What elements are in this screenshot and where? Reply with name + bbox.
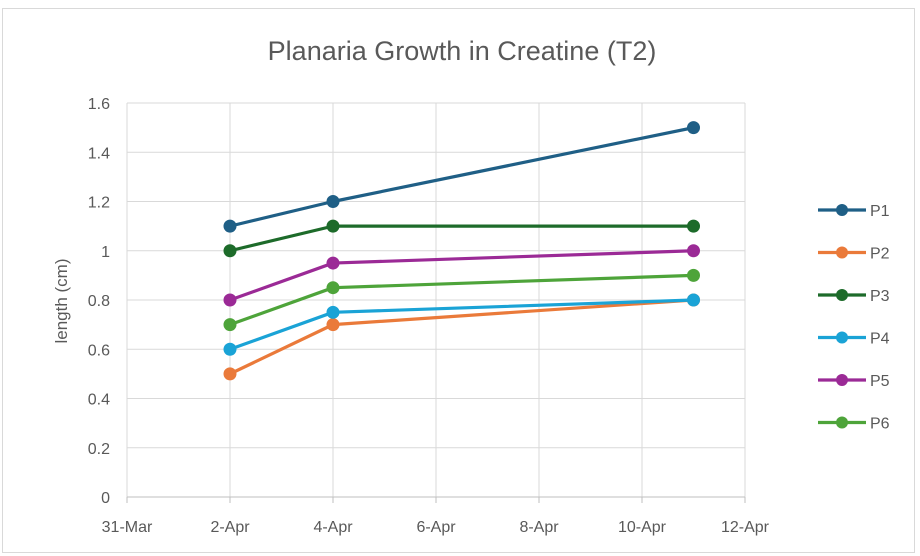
series-line	[228, 224, 696, 253]
x-tick-label: 31-Mar	[102, 519, 153, 536]
legend-item-p3[interactable]: P3	[818, 288, 890, 305]
series-p1	[223, 121, 700, 233]
legend-label: P3	[870, 288, 890, 305]
x-tick-label: 6-Apr	[416, 519, 456, 536]
y-tick-label: 0.8	[88, 293, 110, 310]
chart-frame	[2, 8, 915, 553]
legend-item-p1[interactable]: P1	[818, 203, 890, 220]
legend-item-p5[interactable]: P5	[818, 373, 890, 390]
x-tick-label: 10-Apr	[618, 519, 667, 536]
series-line	[228, 298, 696, 376]
y-tick-label: 0	[101, 490, 110, 507]
legend-item-p6[interactable]: P6	[818, 416, 890, 433]
data-point[interactable]	[687, 219, 700, 233]
x-tick-label: 8-Apr	[519, 519, 559, 536]
y-tick-label: 1.4	[88, 145, 110, 162]
legend-marker	[836, 416, 848, 429]
series-p3	[223, 219, 700, 258]
data-point[interactable]	[687, 268, 700, 282]
y-tick-label: 1.6	[88, 96, 110, 113]
legend-label: P2	[870, 246, 890, 263]
data-point[interactable]	[687, 293, 700, 307]
legend-marker	[836, 374, 848, 386]
y-axis-title: length (cm)	[52, 258, 71, 343]
series-line	[228, 126, 696, 228]
y-tick-label: 0.2	[88, 441, 110, 458]
legend-label: P6	[870, 416, 890, 433]
data-point[interactable]	[326, 195, 340, 208]
y-tick-label: 1.2	[88, 195, 110, 212]
axes	[126, 496, 746, 503]
data-point[interactable]	[326, 318, 340, 332]
data-point[interactable]	[326, 305, 340, 319]
data-point[interactable]	[223, 367, 237, 381]
legend-marker	[836, 204, 848, 216]
series-p5	[223, 244, 700, 307]
legend-marker	[836, 246, 848, 259]
y-tick-label: 0.6	[88, 342, 110, 359]
legend-label: P4	[870, 331, 890, 348]
data-point[interactable]	[326, 281, 340, 295]
data-point[interactable]	[687, 244, 700, 258]
data-point[interactable]	[223, 293, 237, 307]
data-point[interactable]	[326, 219, 340, 233]
legend-item-p4[interactable]: P4	[818, 331, 890, 348]
series-layer	[223, 121, 700, 381]
legend-marker	[836, 331, 848, 344]
legend-label: P5	[870, 373, 890, 390]
legend: P1 P2 P3 P4 P5 P6	[818, 203, 890, 433]
legend-item-p2[interactable]: P2	[818, 246, 890, 263]
data-point[interactable]	[223, 318, 237, 332]
series-p6	[223, 268, 700, 332]
y-tick-label: 1	[101, 244, 110, 261]
x-tick-label: 4-Apr	[313, 519, 353, 536]
series-p4	[223, 293, 700, 356]
data-point[interactable]	[223, 244, 237, 258]
data-point[interactable]	[326, 256, 340, 270]
y-tick-labels: 0 0.2 0.4 0.6 0.8 1 1.2 1.4 1.6	[88, 96, 110, 507]
data-point[interactable]	[223, 219, 237, 233]
series-line	[228, 249, 696, 302]
x-tick-label: 12-Apr	[721, 519, 770, 536]
legend-marker	[836, 289, 848, 301]
y-tick-label: 0.4	[88, 392, 110, 409]
x-tick-labels: 31-Mar 2-Apr 4-Apr 6-Apr 8-Apr 10-Apr 12-Apr	[102, 519, 770, 536]
x-tick-label: 2-Apr	[210, 519, 250, 536]
data-point[interactable]	[223, 342, 237, 356]
chart-title: Planaria Growth in Creatine (T2)	[268, 36, 657, 66]
legend-label: P1	[870, 203, 890, 220]
data-point[interactable]	[687, 121, 700, 135]
